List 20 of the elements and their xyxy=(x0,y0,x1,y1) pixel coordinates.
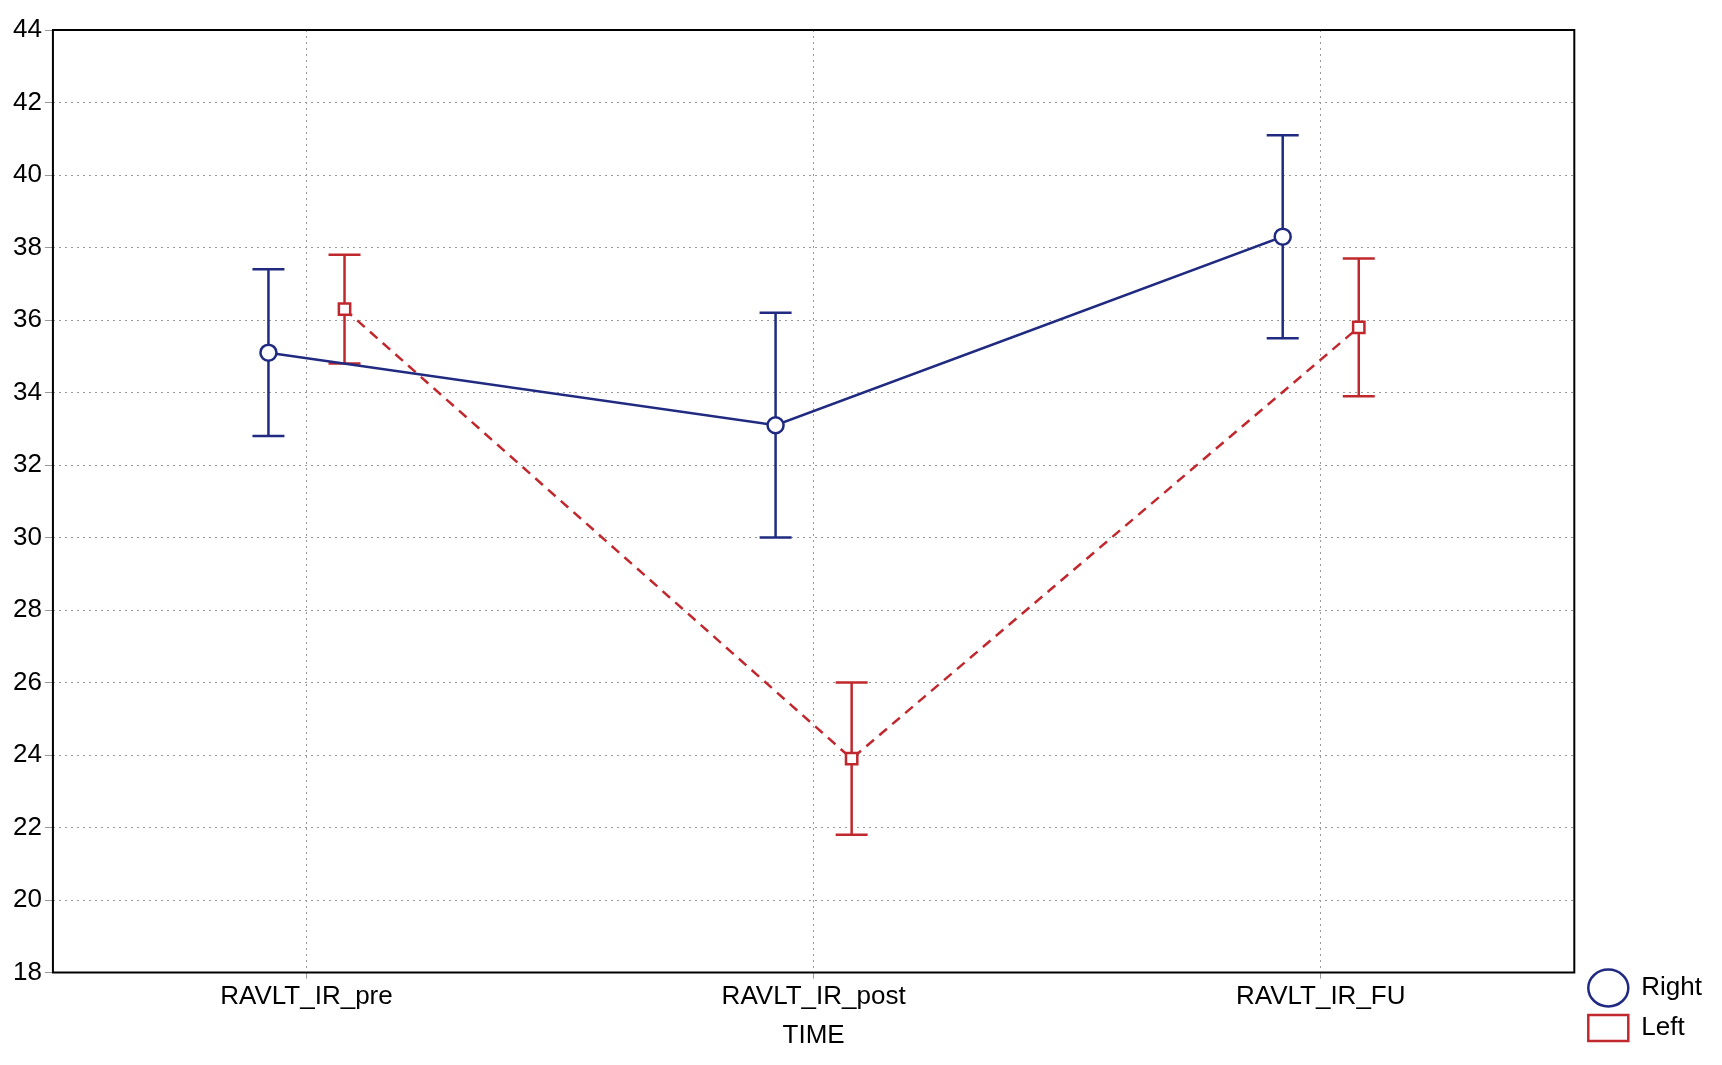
x-tick-label: RAVLT_IR_FU xyxy=(1235,980,1406,1011)
legend-label: Left xyxy=(1641,1011,1686,1042)
x-axis-title: TIME xyxy=(782,1018,845,1049)
y-tick-label: 40 xyxy=(13,158,42,189)
x-tick-label: RAVLT_IR_pre xyxy=(220,980,393,1011)
y-tick-label: 30 xyxy=(13,520,42,551)
y-tick-label: 42 xyxy=(13,85,42,116)
y-tick-label: 26 xyxy=(13,665,42,696)
y-tick-label: 18 xyxy=(13,955,42,986)
x-tick-label: RAVLT_IR_post xyxy=(721,980,907,1011)
legend-label: Right xyxy=(1641,971,1703,1002)
y-tick-label: 34 xyxy=(13,375,42,406)
y-tick-label: 28 xyxy=(13,593,42,624)
y-tick-label: 22 xyxy=(13,810,42,841)
y-tick-label: 38 xyxy=(13,230,42,261)
y-tick-label: 36 xyxy=(13,303,42,334)
y-tick-label: 20 xyxy=(13,883,42,914)
y-tick-label: 24 xyxy=(13,738,42,769)
y-tick-label: 44 xyxy=(13,13,42,44)
y-tick-label: 32 xyxy=(13,448,42,479)
